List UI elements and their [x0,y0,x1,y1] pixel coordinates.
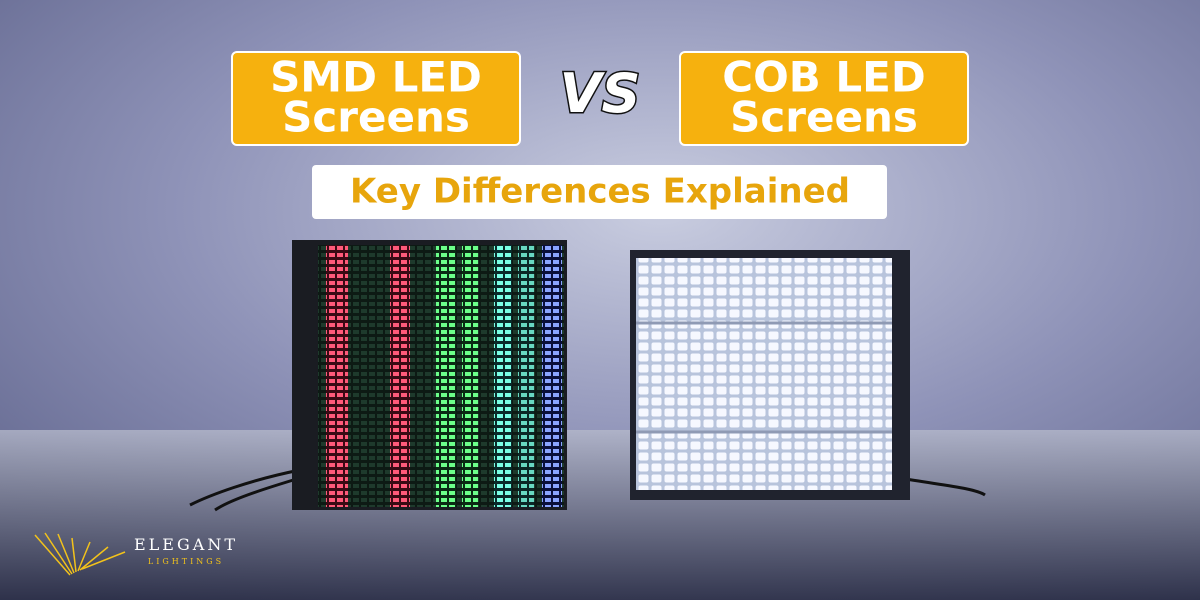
left-label-line: SMD LED [270,53,482,102]
left-label-box [231,51,521,146]
right-label-box [679,51,969,146]
vs-text: VS [560,62,641,125]
right-label-line: COB LED [722,53,925,102]
logo-icon [34,532,126,576]
subtitle: Key Differences Explained [350,172,850,212]
logo-tagline: LIGHTINGS [148,557,224,566]
left-label-line: Screens [282,93,470,142]
smd-panel [189,240,567,512]
cob-panel [630,250,986,500]
subtitle-box [312,165,887,219]
logo-name: ELEGANT [134,535,238,554]
floor [0,430,1200,600]
right-label-line: Screens [730,93,918,142]
